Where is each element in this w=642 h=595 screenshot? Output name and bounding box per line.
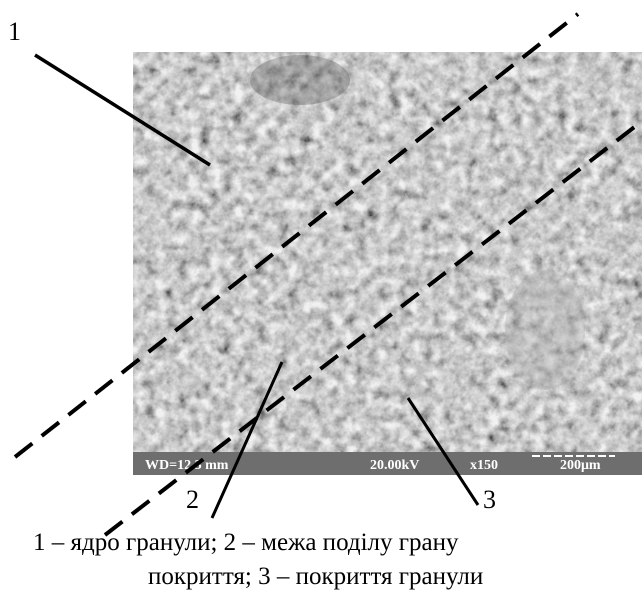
sem-texture	[133, 52, 642, 452]
info-wd: WD=12.3 mm	[145, 458, 229, 473]
boundary-line	[13, 12, 580, 459]
callout-label: 3	[483, 485, 496, 514]
callout-label: 1	[8, 17, 21, 46]
info-bar	[133, 452, 642, 475]
callout-label: 2	[186, 485, 199, 514]
sem-image: WD=12.3 mm 20.00kV x150 200μm	[133, 52, 642, 475]
leader-line	[210, 361, 284, 519]
info-magnification: x150	[470, 458, 498, 473]
caption-line: 1 – ядро гранули; 2 – межа поділу грану	[33, 529, 459, 556]
sem-particle	[250, 55, 350, 105]
info-scale: 200μm	[560, 458, 601, 473]
caption-line: покриття; 3 – покриття гранули	[148, 563, 483, 590]
leader-line	[34, 53, 211, 167]
sem-particle	[505, 270, 585, 390]
boundary-line	[103, 118, 642, 537]
leader-line	[406, 397, 480, 506]
info-voltage: 20.00kV	[370, 458, 419, 473]
